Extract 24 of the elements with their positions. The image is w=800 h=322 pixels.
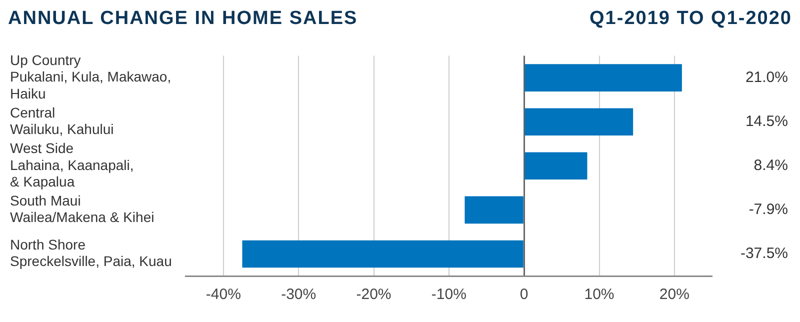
data-label: -37.5% bbox=[740, 245, 788, 262]
bar bbox=[524, 64, 682, 92]
data-label: 8.4% bbox=[754, 157, 788, 174]
x-tick-label: 10% bbox=[584, 286, 614, 304]
chart-title: ANNUAL CHANGE IN HOME SALES bbox=[8, 8, 358, 30]
y-tick-label: Up Country Pukalani, Kula, Makawao, Haiku bbox=[10, 52, 172, 102]
x-tick-label: -40% bbox=[206, 286, 241, 304]
x-tick-label: -10% bbox=[431, 286, 466, 304]
bar bbox=[524, 152, 588, 180]
data-label: 14.5% bbox=[745, 113, 788, 130]
y-tick-label: South Maui Wailea/Makena & Kihei bbox=[10, 192, 154, 226]
bar bbox=[524, 108, 634, 136]
x-tick-label: 0 bbox=[520, 286, 528, 304]
bar bbox=[464, 196, 524, 224]
y-tick-label: West Side Lahaina, Kaanapali, & Kapalua bbox=[10, 140, 134, 190]
data-label: -7.9% bbox=[748, 201, 788, 218]
y-tick-label: Central Wailuku, Kahului bbox=[10, 104, 114, 138]
y-tick-label: North Shore Spreckelsville, Paia, Kuau bbox=[10, 236, 172, 270]
data-label: 21.0% bbox=[745, 68, 788, 86]
x-tick-label: 20% bbox=[659, 286, 690, 304]
chart-subtitle: Q1-2019 TO Q1-2020 bbox=[590, 8, 792, 30]
x-tick-label: -20% bbox=[356, 286, 392, 304]
x-tick-label: -30% bbox=[281, 286, 316, 304]
bar bbox=[242, 240, 524, 268]
